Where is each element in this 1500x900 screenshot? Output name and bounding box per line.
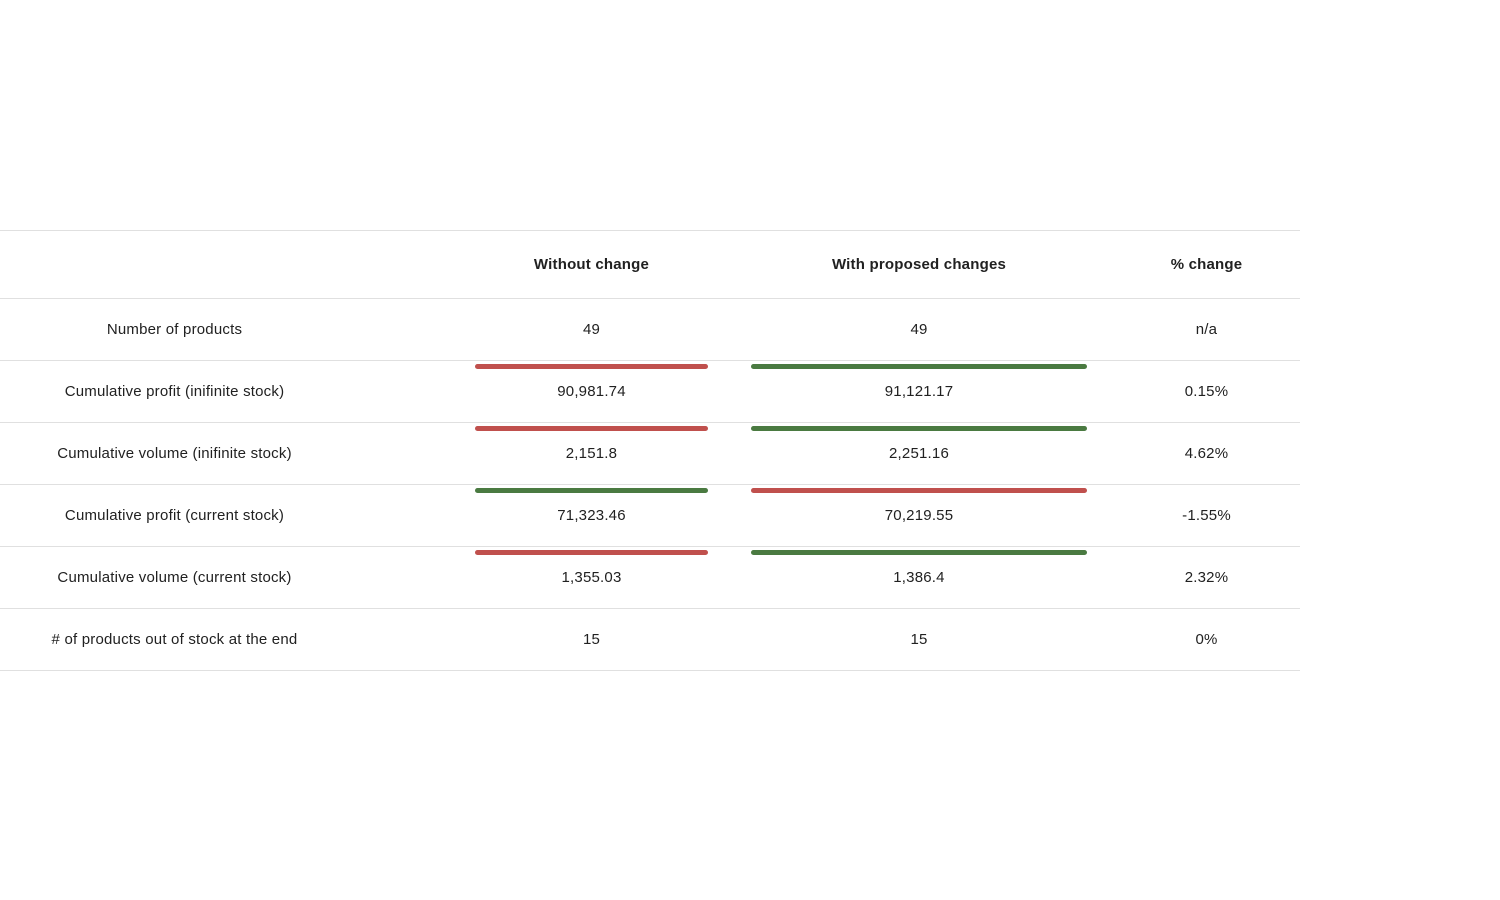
with-changes-value: 91,121.17 bbox=[884, 383, 954, 400]
without-change-value: 15 bbox=[582, 631, 601, 648]
header-percent-change[interactable]: % change bbox=[1170, 256, 1243, 273]
row-label: Cumulative profit (inifinite stock) bbox=[64, 383, 285, 400]
without-change-value: 1,355.03 bbox=[561, 569, 622, 586]
percent-change-value: -1.55% bbox=[1182, 507, 1231, 524]
without-change-value: 71,323.46 bbox=[557, 507, 626, 524]
percent-change-value: 4.62% bbox=[1184, 445, 1229, 462]
header-without-change[interactable]: Without change bbox=[533, 256, 650, 273]
with-changes-value: 15 bbox=[910, 631, 928, 648]
row-label: Cumulative profit (current stock) bbox=[64, 507, 285, 524]
header-label bbox=[0, 231, 349, 298]
without-change-value: 2,151.8 bbox=[565, 445, 618, 462]
table-row: Cumulative volume (current stock) 1,355.0… bbox=[0, 547, 1300, 609]
with-changes-value: 1,386.4 bbox=[893, 569, 945, 586]
without-change-indicator-bar bbox=[475, 550, 708, 555]
with-changes-value: 70,219.55 bbox=[884, 507, 954, 524]
table-row: Number of products 49 49 n/a bbox=[0, 299, 1300, 361]
with-changes-value: 2,251.16 bbox=[889, 445, 949, 462]
row-label: Cumulative volume (current stock) bbox=[57, 569, 292, 586]
table-row: Cumulative profit (current stock) 71,323.… bbox=[0, 485, 1300, 547]
percent-change-value: n/a bbox=[1195, 321, 1218, 338]
row-label: Cumulative volume (inifinite stock) bbox=[57, 445, 292, 462]
comparison-table: Without change With proposed changes % c… bbox=[0, 230, 1300, 671]
without-change-value: 90,981.74 bbox=[557, 383, 626, 400]
table-header-row: Without change With proposed changes % c… bbox=[0, 231, 1300, 299]
percent-change-value: 0.15% bbox=[1184, 383, 1229, 400]
table-row: Cumulative profit (inifinite stock) 90,98… bbox=[0, 361, 1300, 423]
with-changes-indicator-bar bbox=[751, 364, 1087, 369]
table-row: # of products out of stock at the end 15 1… bbox=[0, 609, 1300, 671]
with-changes-value: 49 bbox=[910, 321, 928, 338]
with-changes-indicator-bar bbox=[751, 550, 1087, 555]
without-change-indicator-bar bbox=[475, 488, 708, 493]
table-row: Cumulative volume (inifinite stock) 2,151… bbox=[0, 423, 1300, 485]
with-changes-indicator-bar bbox=[751, 488, 1087, 493]
table-body: Number of products 49 49 n/a Cumulative prof… bbox=[0, 299, 1300, 671]
without-change-value: 49 bbox=[582, 321, 601, 338]
percent-change-value: 0% bbox=[1195, 631, 1218, 648]
without-change-indicator-bar bbox=[475, 426, 708, 431]
with-changes-indicator-bar bbox=[751, 426, 1087, 431]
row-label: # of products out of stock at the end bbox=[51, 631, 298, 648]
without-change-indicator-bar bbox=[475, 364, 708, 369]
percent-change-value: 2.32% bbox=[1184, 569, 1229, 586]
header-with-proposed-changes[interactable]: With proposed changes bbox=[831, 256, 1007, 273]
row-label: Number of products bbox=[106, 321, 243, 338]
